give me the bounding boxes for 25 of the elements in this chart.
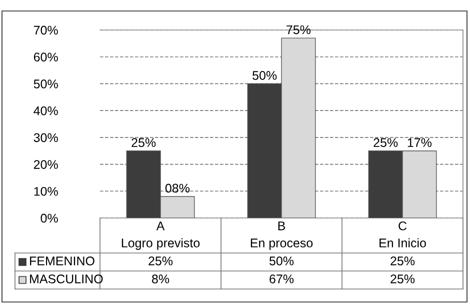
data-label: 25% [148,256,173,266]
annotation: 25% [132,138,156,147]
y-tick-label: 20% [34,160,58,169]
x-tick-label: B En proceso [250,222,313,250]
y-tick-label: 30% [34,133,58,142]
annotation: 17% [408,138,432,147]
y-tick-label: 0% [40,214,58,223]
y-tick-label: 10% [34,186,58,196]
y-tick-label: 40% [34,106,58,116]
x-tick-label: A Logro previsto [122,222,200,250]
y-tick-label: 50% [34,80,58,88]
x-tick-label: C En Inicio [380,221,426,248]
data-label: 67% [270,274,294,284]
y-tick-label: 60% [34,52,58,62]
data-label: 25% [390,256,415,266]
legend-label: FEMENINO [30,256,94,266]
annotation: 50% [252,71,277,80]
annotation: 08% [165,184,190,193]
annotation: 75% [286,25,311,34]
data-label: 25% [390,274,415,284]
annotation: 25% [374,138,398,147]
data-label: 50% [269,256,294,266]
data-label: 8% [152,274,170,284]
y-tick-label: 70% [34,26,58,35]
legend-label: MASCULINO [30,274,103,284]
